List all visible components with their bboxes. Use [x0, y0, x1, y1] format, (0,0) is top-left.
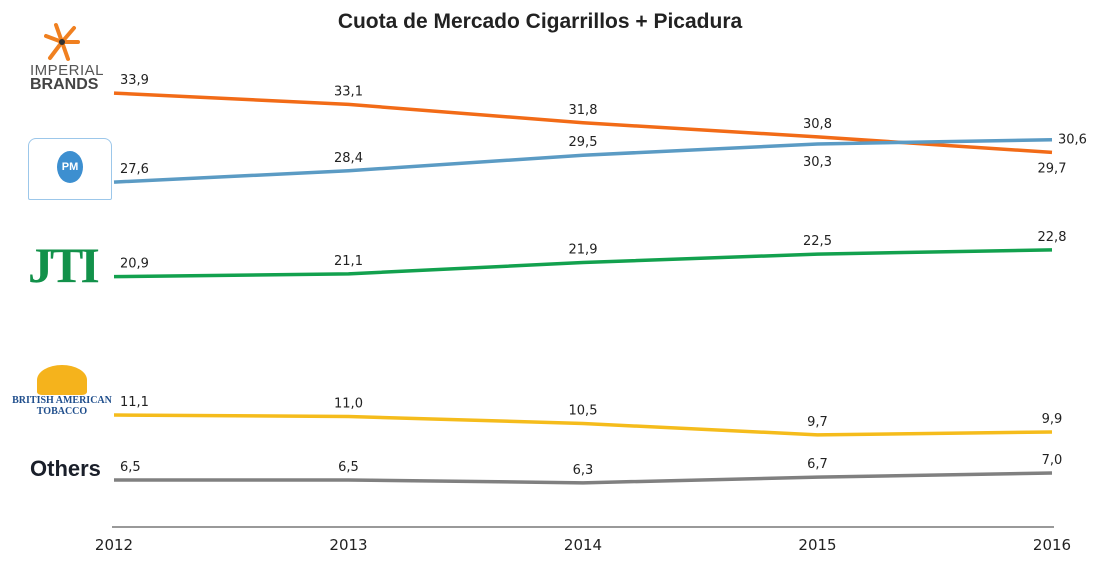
bat-logo-text: BRITISH AMERICAN: [12, 395, 112, 406]
data-label: 6,3: [573, 463, 594, 478]
data-label: 22,5: [803, 234, 832, 249]
x-tick-label: 2012: [95, 536, 133, 554]
data-label: 10,5: [569, 404, 598, 419]
data-label: 21,9: [569, 243, 598, 258]
x-tick-label: 2014: [564, 536, 602, 554]
x-tick-label: 2016: [1033, 536, 1071, 554]
data-label: 11,1: [120, 395, 149, 410]
x-tick-label: 2015: [798, 536, 836, 554]
bat-logo-text-2: TOBACCO: [36, 406, 88, 417]
data-label: 30,8: [803, 117, 832, 132]
data-label: 33,9: [120, 73, 149, 88]
others-label: Others: [30, 456, 101, 481]
chart-title: Cuota de Mercado Cigarrillos + Picadura: [337, 10, 743, 33]
imperial-brands-logo: IMPERIAL BRANDS: [30, 22, 110, 94]
series-line-2: [113, 248, 1053, 279]
data-label: 11,0: [334, 396, 363, 411]
data-label: 21,1: [334, 254, 363, 269]
bat-leaf-icon: [37, 365, 87, 395]
data-label: 6,7: [807, 457, 828, 472]
imperial-star-icon: [44, 22, 80, 62]
series-line-1: [113, 137, 1053, 184]
data-label: 6,5: [120, 460, 141, 475]
data-label: 27,6: [120, 162, 149, 177]
data-label: 9,7: [807, 415, 828, 430]
data-label: 29,5: [569, 135, 598, 150]
x-tick-label: 2013: [329, 536, 367, 554]
data-label: 22,8: [1038, 230, 1067, 245]
data-label: 28,4: [334, 151, 363, 166]
data-label: 33,1: [334, 84, 363, 99]
jti-logo: JTI: [28, 237, 100, 293]
pm-crest-text: PM: [57, 151, 83, 183]
data-label: 6,5: [338, 460, 359, 475]
data-label: 9,9: [1042, 412, 1063, 427]
data-label: 29,7: [1038, 161, 1067, 176]
data-label: 30,3: [803, 155, 832, 170]
data-label: 31,8: [569, 103, 598, 118]
imperial-logo-text: IMPERIAL: [30, 62, 105, 79]
imperial-logo-text-2: BRANDS: [30, 76, 99, 93]
series-line-4: [114, 471, 1053, 485]
series-line-3: [113, 413, 1053, 437]
data-label: 7,0: [1042, 453, 1063, 468]
philip-morris-logo: PM: [28, 138, 112, 200]
bat-logo: BRITISH AMERICAN TOBACCO: [10, 365, 114, 417]
data-label: 30,6: [1058, 133, 1087, 148]
data-label: 20,9: [120, 257, 149, 272]
